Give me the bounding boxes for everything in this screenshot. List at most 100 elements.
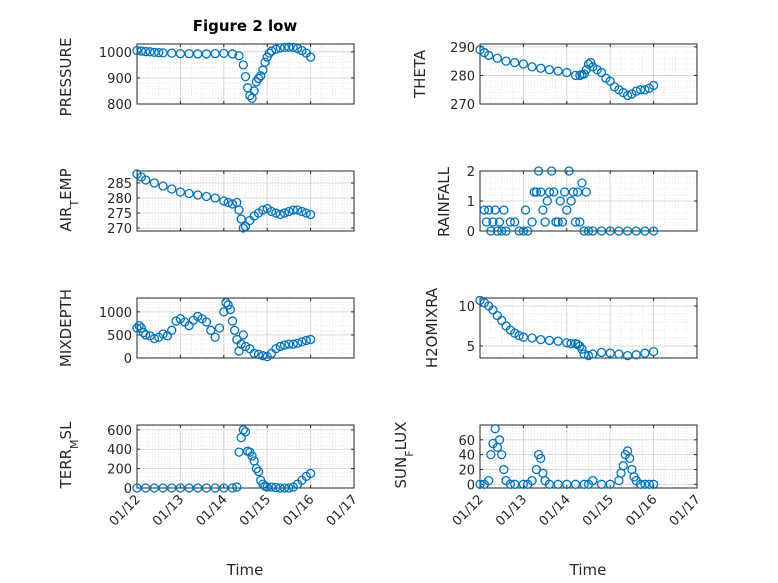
y-tick-label: 200 [107,463,132,478]
data-point [193,483,203,493]
data-point [132,483,142,493]
data-point [145,47,155,57]
data-point [510,57,520,68]
data-point [284,339,294,349]
data-point [258,205,268,215]
data-point [262,482,272,492]
data-point [167,325,177,335]
data-point [538,205,548,215]
data-point [275,483,285,493]
data-point [247,451,257,461]
data-point [184,188,194,199]
data-point [223,300,233,310]
x-axis-label-right: Time [569,561,607,579]
data-point [219,196,229,206]
y-tick-label: 600 [107,424,132,439]
y-tick-label: 500 [107,329,132,344]
data-point [555,196,565,206]
x-tick-label: 01/17 [667,492,704,529]
data-point [149,483,160,493]
data-point [490,424,500,434]
x-tick-label: 01/17 [324,492,361,529]
data-point [251,463,262,474]
data-point [201,317,212,327]
data-point [518,59,529,69]
y-tick-label: 20 [458,463,475,478]
axes-frame [479,297,698,359]
data-point [193,311,203,322]
data-point [275,209,285,220]
data-point [544,335,555,346]
data-point [175,49,186,59]
data-point [497,449,507,460]
data-point [141,46,151,57]
data-point [238,330,248,340]
data-point [501,56,511,66]
y-tick-label: 280 [107,192,132,207]
data-point [562,338,572,348]
plot-area [480,425,697,488]
y-tick-label: 0 [124,482,132,497]
data-point [227,49,238,59]
data-point [184,483,194,493]
data-point [234,205,244,215]
data-point [588,226,598,236]
data-point [518,332,529,342]
data-point [583,226,594,236]
data-point [492,226,503,236]
data-point [622,350,633,361]
x-tick-label: 01/15 [580,492,617,529]
data-point [505,217,516,227]
data-point [579,479,589,489]
data-point [614,226,624,236]
data-point [305,468,316,479]
y-tick-label: 0 [467,225,475,240]
y-tick-label: 280 [450,69,475,84]
data-point [229,325,240,335]
data-point [614,349,624,359]
data-point [240,221,251,232]
data-point [266,482,277,492]
data-point [577,178,587,188]
y-tick-label: 270 [107,222,132,237]
data-point [249,86,259,96]
data-point [605,479,615,489]
data-point [193,49,203,59]
data-point [564,166,574,176]
data-point [201,483,212,493]
axes-frame [136,43,355,105]
data-point [275,341,285,352]
data-point [481,217,492,227]
data-point [492,53,503,63]
data-point [622,90,633,101]
data-point [536,334,546,345]
data-point [596,226,607,236]
data-point [292,43,303,54]
data-point [238,60,248,70]
x-tick-label: 01/12 [107,492,144,529]
data-point [648,80,659,91]
data-point [549,187,559,197]
data-point [238,223,248,233]
y-tick-label: 60 [458,434,475,449]
data-point [618,461,628,471]
y-tick-label: 400 [107,443,132,458]
data-point [566,196,576,206]
data-point [510,217,520,227]
data-point [505,479,516,489]
data-point [266,46,277,56]
data-point [232,482,242,492]
data-point [210,193,220,203]
data-point [201,49,212,59]
data-point [149,178,160,188]
data-point [648,479,659,489]
data-point [210,332,220,342]
data-point [577,344,587,354]
data-point [497,226,507,236]
mixdepth-ylabel: MIXDEPTH [57,289,75,367]
data-point [305,209,316,220]
x-tick-label: 01/13 [493,492,530,529]
data-point [234,51,244,61]
